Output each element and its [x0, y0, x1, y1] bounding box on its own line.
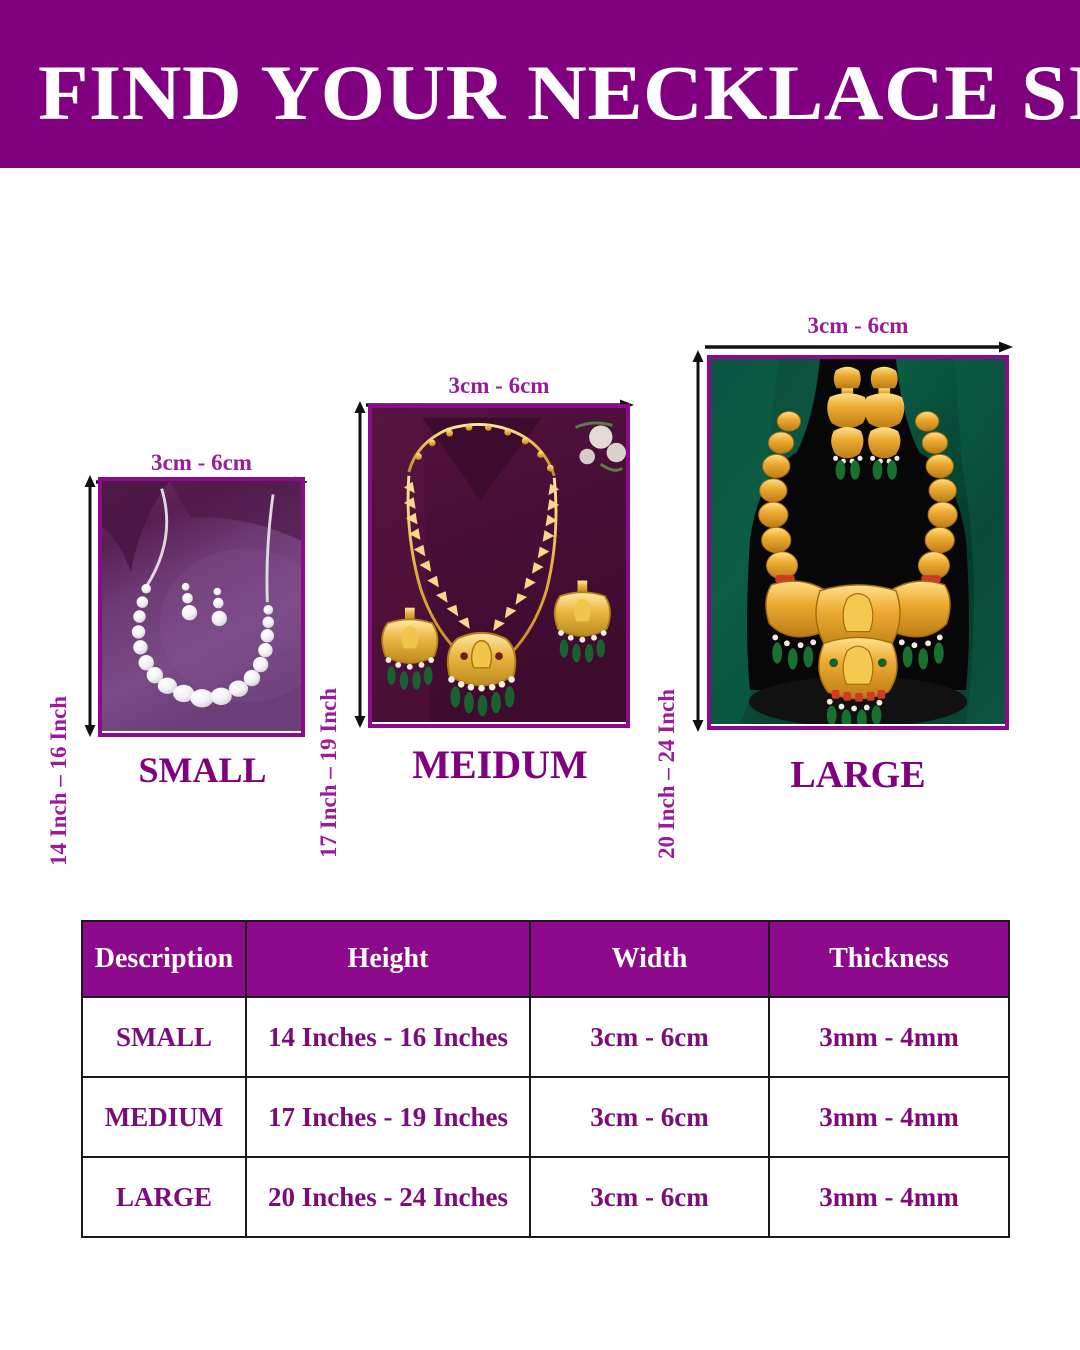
cell-width: 3cm - 6cm: [529, 1076, 770, 1158]
large-width-arrow-icon: [705, 341, 1013, 353]
table-row: SMALL 14 Inches - 16 Inches 3cm - 6cm 3m…: [81, 996, 1010, 1078]
table-body: SMALL 14 Inches - 16 Inches 3cm - 6cm 3m…: [81, 996, 1010, 1238]
large-height-dimension-label: 20 Inch – 24 Inch: [654, 689, 679, 859]
table-header: Description Height Width Thickness: [81, 920, 1010, 998]
cell-description: LARGE: [81, 1156, 247, 1238]
small-width-dimension-label: 3cm - 6cm: [151, 450, 252, 475]
cell-height: 20 Inches - 24 Inches: [245, 1156, 531, 1238]
column-header-thickness: Thickness: [768, 920, 1010, 998]
header-banner: FIND YOUR NECKLACE SIZE: [0, 0, 1080, 168]
cell-thickness: 3mm - 4mm: [768, 1076, 1010, 1158]
medium-size-label: MEIDUM: [412, 742, 588, 787]
cell-height: 17 Inches - 19 Inches: [245, 1076, 531, 1158]
large-necklace-photo: [707, 355, 1009, 730]
column-header-height: Height: [245, 920, 531, 998]
large-height-arrow-icon: [692, 350, 704, 732]
small-necklace-photo: [98, 477, 305, 737]
cell-height: 14 Inches - 16 Inches: [245, 996, 531, 1078]
cell-thickness: 3mm - 4mm: [768, 996, 1010, 1078]
size-chart-table: Description Height Width Thickness SMALL…: [81, 920, 1010, 1238]
cell-width: 3cm - 6cm: [529, 1156, 770, 1238]
small-necklace-artwork: [102, 481, 301, 731]
cell-description: MEDIUM: [81, 1076, 247, 1158]
small-height-arrow-icon: [84, 475, 96, 737]
table-row: LARGE 20 Inches - 24 Inches 3cm - 6cm 3m…: [81, 1156, 1010, 1238]
page-title: FIND YOUR NECKLACE SIZE: [38, 49, 1080, 136]
cell-description: SMALL: [81, 996, 247, 1078]
cell-thickness: 3mm - 4mm: [768, 1156, 1010, 1238]
medium-height-dimension-label: 17 Inch – 19 Inch: [316, 688, 341, 858]
medium-height-arrow-icon: [354, 401, 366, 728]
table-row: MEDIUM 17 Inches - 19 Inches 3cm - 6cm 3…: [81, 1076, 1010, 1158]
cell-width: 3cm - 6cm: [529, 996, 770, 1078]
column-header-description: Description: [81, 920, 247, 998]
large-size-label: LARGE: [790, 754, 926, 796]
table-header-row: Description Height Width Thickness: [81, 920, 1010, 998]
medium-width-dimension-label: 3cm - 6cm: [448, 373, 550, 398]
small-size-label: SMALL: [138, 750, 267, 790]
large-necklace-artwork: [711, 359, 1005, 725]
medium-necklace-photo: [368, 404, 630, 728]
size-cards-section: 3cm - 6cm 14 Inch – 16 Inch: [0, 168, 1080, 888]
column-header-width: Width: [529, 920, 770, 998]
medium-necklace-artwork: [372, 408, 626, 723]
large-width-dimension-label: 3cm - 6cm: [807, 313, 909, 338]
